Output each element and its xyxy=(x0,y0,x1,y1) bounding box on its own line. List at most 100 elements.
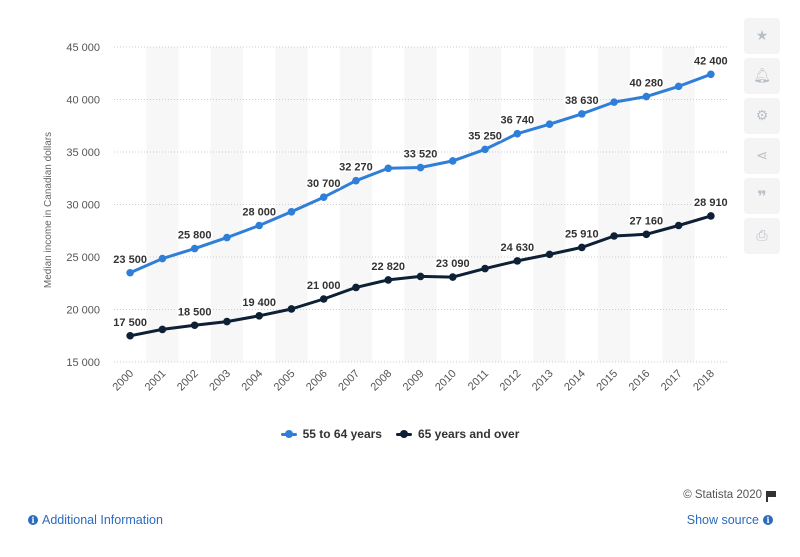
data-label: 17 500 xyxy=(113,317,147,329)
x-tick-label: 2016 xyxy=(627,368,653,394)
data-label: 19 400 xyxy=(242,297,276,309)
gear-icon[interactable]: ⚙ xyxy=(744,98,780,134)
data-point[interactable] xyxy=(481,264,489,273)
star-icon[interactable]: ★ xyxy=(744,18,780,54)
quote-icon[interactable]: ❞ xyxy=(744,178,780,214)
y-axis-label: Median income in Canadian dollars xyxy=(43,132,54,288)
additional-information-label: Additional Information xyxy=(42,513,163,527)
data-label: 25 910 xyxy=(565,228,599,240)
data-label: 33 520 xyxy=(404,149,438,161)
data-label: 28 000 xyxy=(242,207,276,219)
gridlines xyxy=(114,46,727,363)
legend-item-65-plus[interactable]: 65 years and over xyxy=(395,427,520,441)
x-tick-label: 2007 xyxy=(336,368,362,394)
data-point[interactable] xyxy=(481,145,489,154)
info-icon: i xyxy=(763,515,773,525)
x-axis-ticks: 2000 2001 2002 2003 2004 2005 2006 2007 2008 2009… xyxy=(110,368,717,394)
data-point[interactable] xyxy=(287,305,296,313)
data-point[interactable] xyxy=(352,176,360,185)
data-point[interactable] xyxy=(158,254,167,263)
data-point[interactable] xyxy=(384,164,393,173)
data-point[interactable] xyxy=(448,273,457,281)
data-point[interactable] xyxy=(545,120,554,128)
show-source-link[interactable]: Show source i xyxy=(687,513,773,527)
data-point[interactable] xyxy=(416,163,425,172)
data-point[interactable] xyxy=(190,321,199,330)
legend-swatch xyxy=(280,430,297,438)
data-point[interactable] xyxy=(287,208,296,216)
legend: 55 to 64 years 65 years and over xyxy=(0,427,800,441)
legend-swatch xyxy=(395,430,412,438)
y-tick-label: 45 000 xyxy=(66,42,100,54)
data-point[interactable] xyxy=(223,317,231,326)
y-tick-label: 35 000 xyxy=(66,147,100,159)
info-icon: i xyxy=(28,515,38,525)
data-point[interactable] xyxy=(190,244,199,253)
data-point[interactable] xyxy=(545,250,554,259)
data-point[interactable] xyxy=(448,157,457,165)
data-point[interactable] xyxy=(578,243,586,252)
data-point[interactable] xyxy=(255,221,263,230)
print-icon[interactable]: ⎙ xyxy=(744,218,780,254)
year-band xyxy=(597,47,631,362)
data-point[interactable] xyxy=(352,283,360,292)
data-point[interactable] xyxy=(513,257,522,265)
data-labels: 23 500 25 800 28 000 30 700 32 270 33 520 35 2… xyxy=(112,54,729,330)
share-icon[interactable]: ⋖ xyxy=(744,138,780,174)
x-tick-label: 2008 xyxy=(369,368,395,394)
data-label: 18 500 xyxy=(178,306,212,318)
show-source-label: Show source xyxy=(686,513,759,527)
x-tick-label: 2011 xyxy=(466,368,491,393)
series-points xyxy=(126,70,715,340)
y-tick-label: 20 000 xyxy=(66,305,100,317)
data-label: 42 400 xyxy=(694,55,728,67)
year-band xyxy=(210,47,244,362)
data-point[interactable] xyxy=(610,232,618,240)
data-label: 32 270 xyxy=(339,162,373,174)
data-point[interactable] xyxy=(578,110,586,118)
y-tick-label: 40 000 xyxy=(66,95,100,107)
data-point[interactable] xyxy=(126,268,134,277)
data-point[interactable] xyxy=(642,92,651,101)
data-label: 21 000 xyxy=(307,280,341,292)
year-band xyxy=(468,47,502,362)
x-tick-label: 2005 xyxy=(272,368,298,394)
data-point[interactable] xyxy=(642,230,651,239)
x-tick-label: 2004 xyxy=(240,368,266,394)
flag-icon xyxy=(766,490,776,502)
data-point[interactable] xyxy=(707,70,715,79)
x-tick-label: 2018 xyxy=(691,368,717,394)
data-point[interactable] xyxy=(319,295,328,303)
x-tick-label: 2015 xyxy=(594,368,620,394)
data-point[interactable] xyxy=(416,272,425,281)
data-point[interactable] xyxy=(126,331,134,340)
y-tick-label: 15 000 xyxy=(66,357,100,369)
legend-item-55-64[interactable]: 55 to 64 years xyxy=(280,427,382,441)
data-point[interactable] xyxy=(223,233,231,242)
credits[interactable]: © Statista 2020 xyxy=(683,489,776,502)
x-tick-label: 2002 xyxy=(175,368,201,394)
data-label: 30 700 xyxy=(307,178,341,190)
data-label: 24 630 xyxy=(500,242,534,254)
credits-text: © Statista 2020 xyxy=(683,489,762,501)
x-tick-label: 2017 xyxy=(659,368,685,394)
data-label: 22 820 xyxy=(371,261,405,273)
data-point[interactable] xyxy=(319,193,328,201)
data-point[interactable] xyxy=(255,312,263,320)
data-point[interactable] xyxy=(674,82,683,91)
data-point[interactable] xyxy=(707,212,715,220)
y-tick-label: 30 000 xyxy=(66,200,100,212)
x-tick-label: 2012 xyxy=(498,368,524,394)
bell-icon[interactable]: 🔔︎ xyxy=(744,58,780,94)
legend-label: 65 years and over xyxy=(417,427,520,441)
data-point[interactable] xyxy=(674,221,683,230)
x-tick-label: 2013 xyxy=(530,368,556,394)
data-point[interactable] xyxy=(610,98,618,106)
x-tick-label: 2014 xyxy=(562,368,588,394)
data-point[interactable] xyxy=(513,129,522,138)
data-point[interactable] xyxy=(384,276,393,284)
additional-information-link[interactable]: i Additional Information xyxy=(28,513,163,527)
x-tick-label: 2003 xyxy=(207,368,233,394)
data-label: 38 630 xyxy=(565,95,599,107)
data-point[interactable] xyxy=(158,325,167,334)
